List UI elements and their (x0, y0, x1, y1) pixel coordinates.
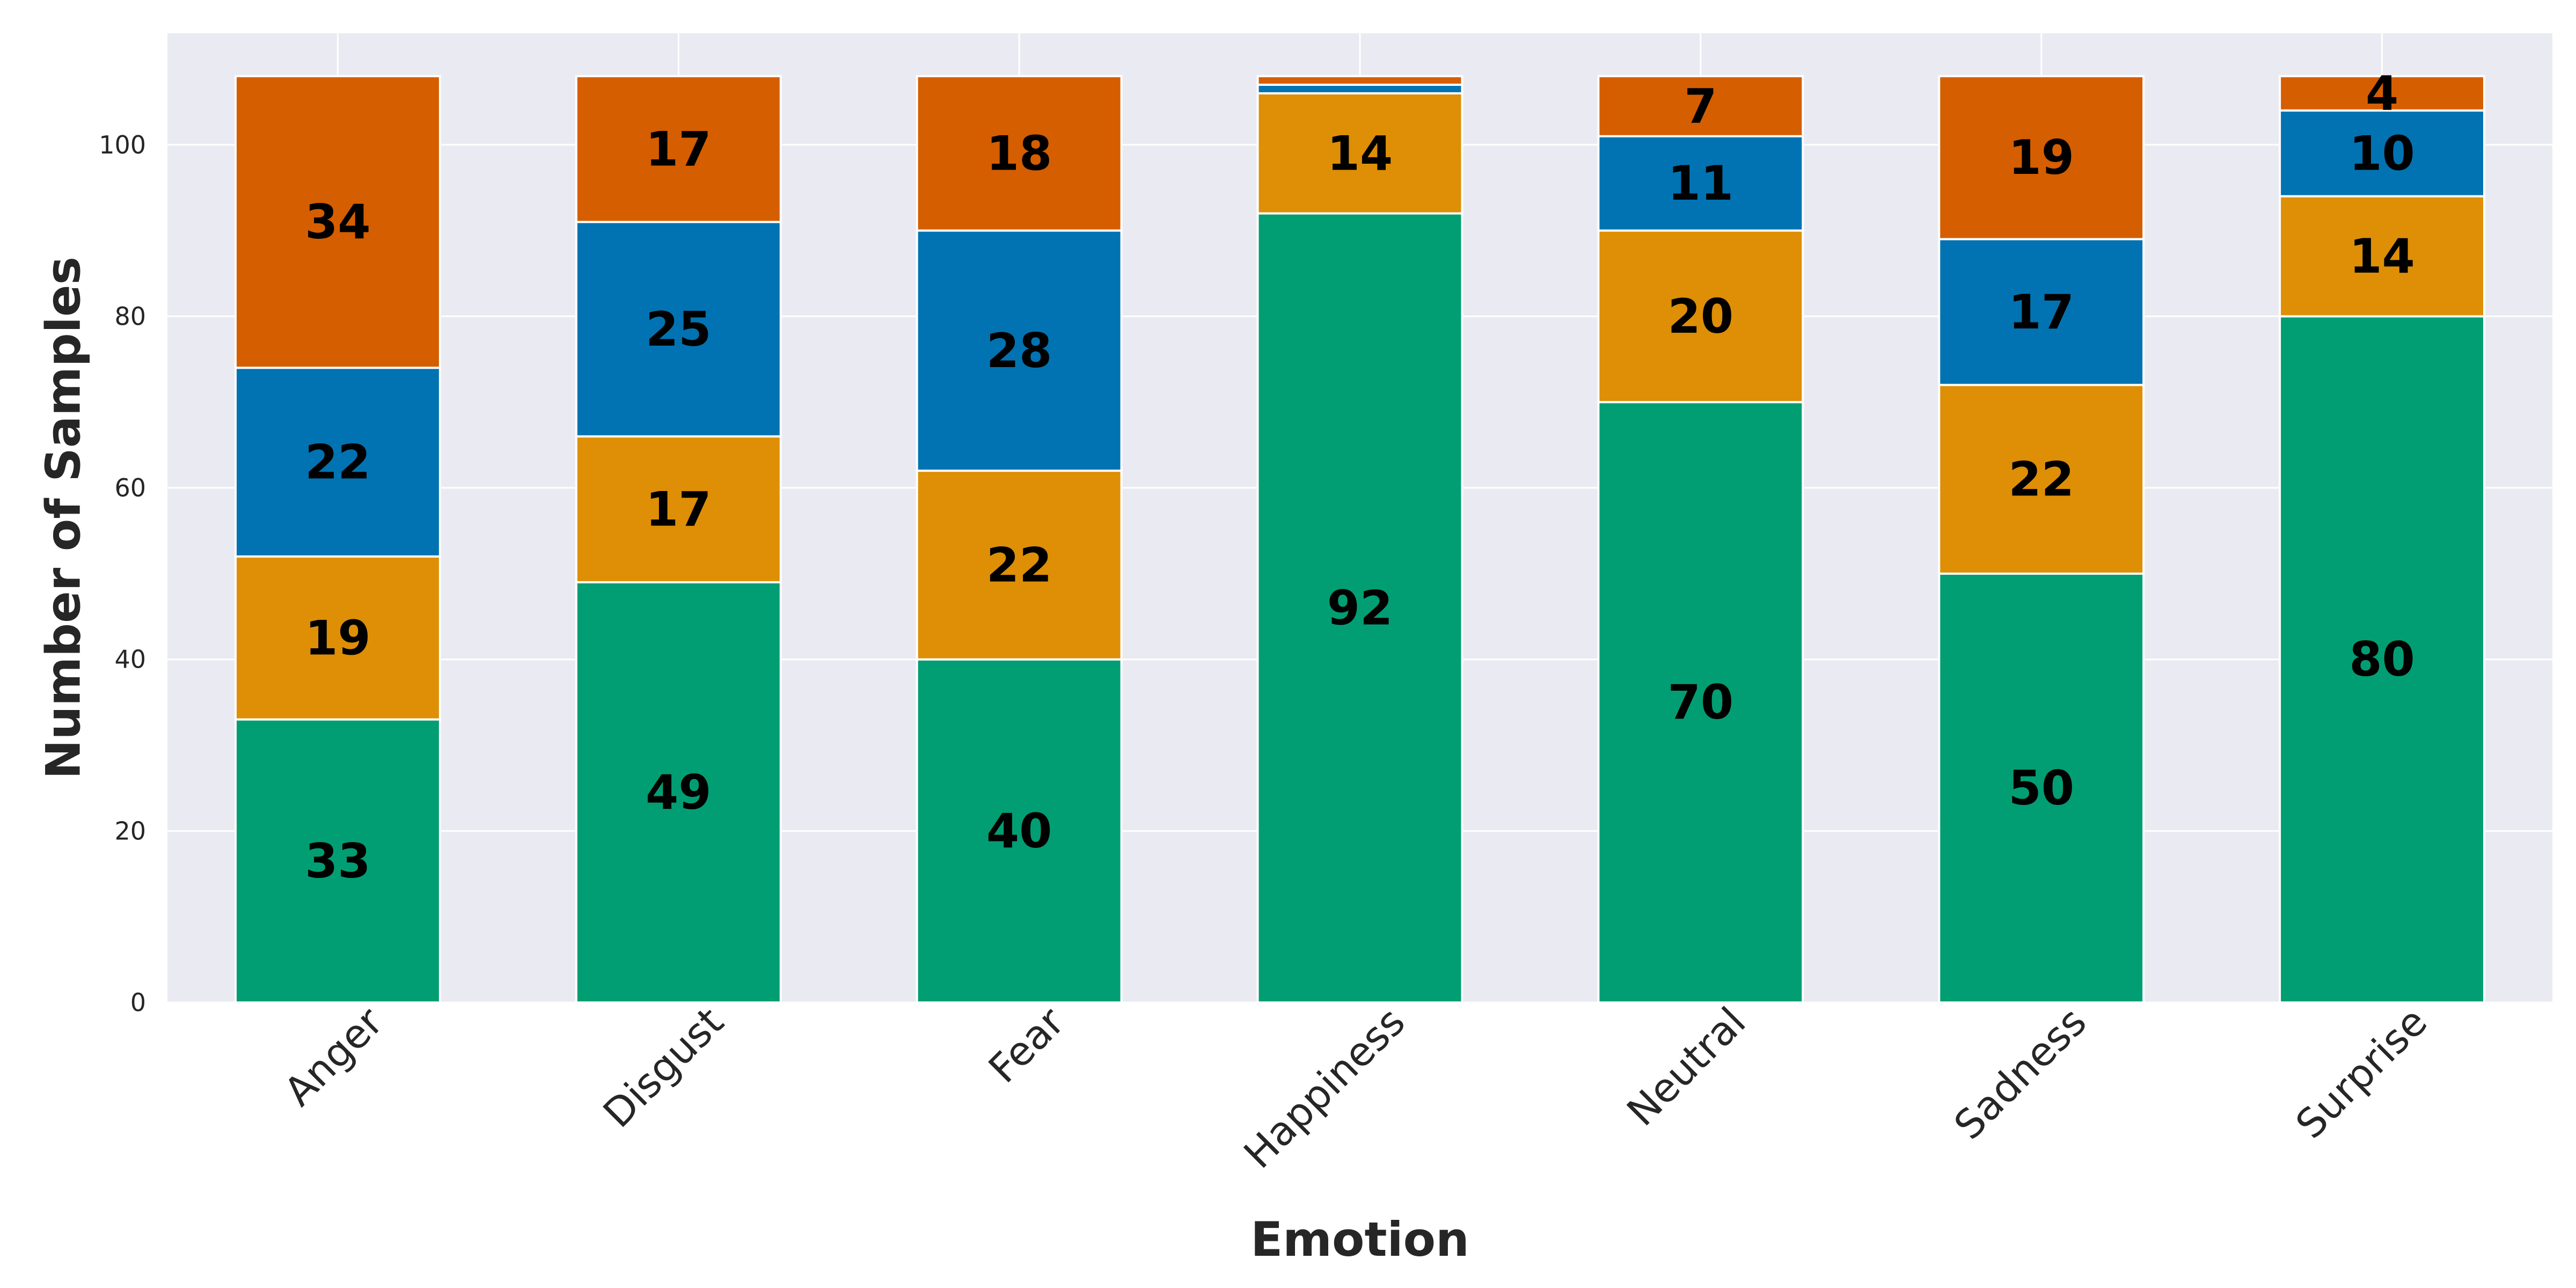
data-label: 14 (1327, 126, 1393, 181)
x-tick-label: Happiness (1235, 999, 1414, 1177)
bar-segment-neutral-1 (1597, 229, 1804, 404)
data-label: 17 (646, 121, 711, 177)
bar-segment-disgust-0 (575, 581, 782, 1004)
x-tick-label: Anger (275, 998, 392, 1115)
data-label: 22 (2008, 452, 2074, 507)
bar-segment-disgust-1 (575, 435, 782, 583)
bar-segment-surprise-3 (2279, 75, 2486, 112)
y-tick-label: 0 (130, 988, 146, 1017)
data-label: 17 (2008, 284, 2074, 340)
bar-segment-sadness-2 (1938, 238, 2145, 386)
data-label: 19 (2008, 130, 2074, 185)
data-label: 49 (646, 765, 711, 820)
data-label: 18 (986, 126, 1052, 181)
bar-segment-fear-2 (916, 229, 1123, 472)
bar-segment-happiness-2 (1256, 83, 1463, 94)
bars (234, 75, 2486, 1004)
data-label: 92 (1327, 580, 1393, 635)
bar-segment-happiness-0 (1256, 212, 1463, 1004)
y-axis-title: Number of Samples (36, 257, 91, 779)
data-label: 7 (1684, 78, 1717, 134)
y-tick-label: 80 (114, 302, 146, 331)
bar-segment-surprise-0 (2279, 315, 2486, 1004)
bar-segment-fear-3 (916, 75, 1123, 232)
y-tick-label: 100 (99, 130, 146, 159)
bar-segment-neutral-0 (1597, 401, 1804, 1004)
data-label: 4 (2366, 65, 2398, 121)
x-tick-label: Neutral (1619, 999, 1755, 1135)
bar-segment-anger-3 (234, 75, 441, 369)
data-label: 50 (2008, 760, 2074, 816)
bar-segment-disgust-3 (575, 75, 782, 223)
data-label: 11 (1668, 156, 1733, 211)
bar-segment-sadness-1 (1938, 384, 2145, 575)
y-tick-label: 60 (114, 473, 146, 502)
data-label: 34 (305, 194, 370, 250)
bar-segment-fear-1 (916, 470, 1123, 661)
x-tick-label: Disgust (595, 999, 733, 1137)
data-labels: 33 19 22 34 49 17 25 17 40 22 28 18 92 14 70 20 11 7 50 22 1… (305, 65, 2415, 888)
bar-segment-neutral-3 (1597, 75, 1804, 137)
data-label: 14 (2349, 229, 2414, 284)
data-label: 40 (986, 803, 1052, 859)
data-label: 19 (305, 610, 370, 665)
bar-segment-fear-0 (916, 658, 1123, 1004)
data-label: 25 (646, 302, 711, 357)
y-tick-label: 40 (114, 645, 146, 674)
data-label: 22 (305, 435, 370, 490)
data-label: 80 (2349, 632, 2414, 687)
bar-segment-anger-1 (234, 555, 441, 721)
data-label: 10 (2349, 126, 2414, 181)
data-label: 33 (305, 833, 370, 889)
bar-segment-surprise-2 (2279, 109, 2486, 197)
y-axis-ticks: 0 20 40 60 80 100 (99, 130, 146, 1017)
bar-segment-surprise-1 (2279, 195, 2486, 318)
data-label: 28 (986, 323, 1052, 378)
data-label: 20 (1668, 289, 1733, 344)
bar-segment-neutral-2 (1597, 135, 1804, 232)
bar-segment-anger-0 (234, 718, 441, 1004)
bar-segment-disgust-2 (575, 221, 782, 438)
bar-segment-anger-2 (234, 367, 441, 558)
x-tick-label: Fear (980, 998, 1073, 1092)
bar-segment-sadness-0 (1938, 572, 2145, 1004)
data-label: 70 (1668, 675, 1733, 730)
y-tick-label: 20 (114, 816, 146, 845)
x-axis-ticks: Anger Disgust Fear Happiness Neutral Sadness S… (275, 998, 2436, 1177)
bar-segment-happiness-3 (1256, 75, 1463, 86)
x-tick-label: Sadness (1945, 999, 2095, 1148)
x-axis-title: Emotion (1250, 1212, 1469, 1267)
bar-segment-happiness-1 (1256, 92, 1463, 215)
x-tick-label: Surprise (2287, 999, 2436, 1147)
bar-segment-sadness-3 (1938, 75, 2145, 240)
data-label: 22 (986, 537, 1052, 592)
data-label: 17 (646, 482, 711, 537)
